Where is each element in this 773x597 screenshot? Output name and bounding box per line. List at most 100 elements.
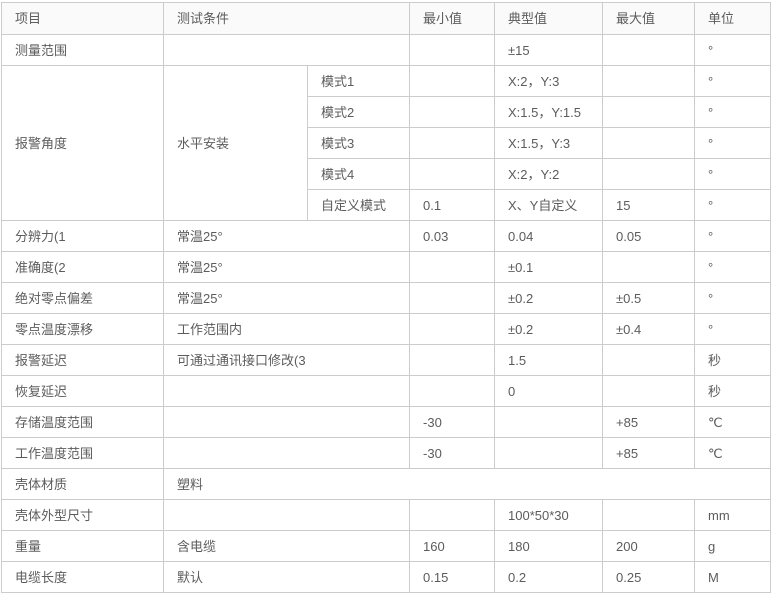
table-row: 报警角度 水平安装 模式1 X:2，Y:3 °	[1, 65, 772, 221]
table-cell: 塑料	[162, 468, 772, 500]
table-cell: °	[694, 251, 772, 283]
table-cell	[409, 96, 496, 128]
table-cell: 0.15	[409, 561, 496, 593]
column-header: 项目	[1, 2, 164, 35]
table-row: 报警延迟 可通过通讯接口修改(3 1.5 秒	[1, 344, 772, 376]
table-cell: 默认	[162, 561, 411, 593]
table-cell: X:2，Y:2	[494, 158, 604, 190]
item-cell: 自定义模式	[306, 189, 411, 221]
table-cell	[409, 282, 496, 314]
table-cell: °	[694, 220, 772, 252]
spec-table-head: 项目 测试条件 最小值 典型值 最大值 单位	[1, 2, 772, 35]
table-row: 分辨力(1 常温25° 0.03 0.04 0.05 °	[1, 220, 772, 252]
column-header: 最大值	[602, 2, 696, 35]
table-cell	[162, 406, 411, 438]
spec-table-body: 测量范围 ±15 ° 报警角度 水平安装 模式1 X:2，Y:3 ° 模式2 X:1.5，Y:1.…	[1, 34, 772, 593]
table-cell: 0.1	[409, 189, 496, 221]
table-cell: °	[694, 65, 772, 97]
table-cell	[602, 34, 696, 66]
column-header: 测试条件	[162, 2, 411, 35]
table-cell: °	[694, 158, 772, 190]
table-cell	[409, 34, 496, 66]
table-row: 壳体材质 塑料	[1, 468, 772, 500]
table-cell: +85	[602, 406, 696, 438]
item-cell: 电缆长度	[1, 561, 164, 593]
table-cell: 0.03	[409, 220, 496, 252]
table-cell: 15	[602, 189, 696, 221]
table-row: 恢复延迟 0 秒	[1, 375, 772, 407]
table-cell	[162, 437, 411, 469]
column-header: 单位	[694, 2, 772, 35]
table-cell	[602, 127, 696, 159]
table-cell: +85	[602, 437, 696, 469]
table-cell: 秒	[694, 375, 772, 407]
item-cell: 模式3	[306, 127, 411, 159]
table-row: 工作温度范围 -30 +85 ℃	[1, 437, 772, 469]
table-cell: 含电缆	[162, 530, 411, 562]
table-cell	[602, 499, 696, 531]
table-cell	[494, 437, 604, 469]
table-cell: M	[694, 561, 772, 593]
table-cell: °	[694, 189, 772, 221]
table-cell: 1.5	[494, 344, 604, 376]
table-cell: °	[694, 282, 772, 314]
table-cell: X:1.5，Y:3	[494, 127, 604, 159]
table-cell: 模式1	[306, 65, 411, 97]
table-row: 准确度(2 常温25° ±0.1 °	[1, 251, 772, 283]
table-cell	[602, 96, 696, 128]
item-cell: 模式2	[306, 96, 411, 128]
table-cell	[409, 499, 496, 531]
item-cell: 重量	[1, 530, 164, 562]
table-cell: 可通过通讯接口修改(3	[162, 344, 411, 376]
table-cell: 常温25°	[162, 282, 411, 314]
table-cell	[602, 158, 696, 190]
table-cell	[409, 375, 496, 407]
table-cell: 常温25°	[162, 251, 411, 283]
table-cell: 160	[409, 530, 496, 562]
table-row: 测量范围 ±15 °	[1, 34, 772, 66]
item-cell: 恢复延迟	[1, 375, 164, 407]
table-row: 存储温度范围 -30 +85 ℃	[1, 406, 772, 438]
table-cell: X:1.5，Y:1.5	[494, 96, 604, 128]
table-cell	[409, 158, 496, 190]
table-cell: ℃	[694, 406, 772, 438]
table-row: 绝对零点偏差 常温25° ±0.2 ±0.5 °	[1, 282, 772, 314]
table-cell	[602, 65, 696, 97]
table-row: 电缆长度 默认 0.15 0.2 0.25 M	[1, 561, 772, 593]
item-cell: 分辨力(1	[1, 220, 164, 252]
item-cell: 准确度(2	[1, 251, 164, 283]
table-cell: -30	[409, 406, 496, 438]
item-cell: 测量范围	[1, 34, 164, 66]
item-cell: 报警角度	[1, 65, 164, 221]
table-cell	[494, 406, 604, 438]
table-cell	[409, 313, 496, 345]
table-cell	[409, 65, 496, 97]
item-cell: 零点温度漂移	[1, 313, 164, 345]
table-row: 零点温度漂移 工作范围内 ±0.2 ±0.4 °	[1, 313, 772, 345]
column-header: 典型值	[494, 2, 604, 35]
table-cell	[409, 344, 496, 376]
table-cell: °	[694, 34, 772, 66]
table-cell: ±0.5	[602, 282, 696, 314]
item-cell: 壳体外型尺寸	[1, 499, 164, 531]
table-cell	[162, 499, 411, 531]
table-cell: 0.04	[494, 220, 604, 252]
table-cell: ±0.2	[494, 282, 604, 314]
table-row: 壳体外型尺寸 100*50*30 mm	[1, 499, 772, 531]
table-cell	[602, 344, 696, 376]
table-cell: °	[694, 96, 772, 128]
table-cell	[602, 375, 696, 407]
table-cell: ℃	[694, 437, 772, 469]
table-cell: X:2，Y:3	[494, 65, 604, 97]
item-cell: 工作温度范围	[1, 437, 164, 469]
table-cell	[409, 127, 496, 159]
table-cell: 0.25	[602, 561, 696, 593]
item-cell: 存储温度范围	[1, 406, 164, 438]
table-cell: 水平安装	[163, 65, 308, 221]
table-cell: °	[694, 127, 772, 159]
table-cell: 180	[494, 530, 604, 562]
item-cell: 绝对零点偏差	[1, 282, 164, 314]
table-cell: 0	[494, 375, 604, 407]
table-cell: 0.2	[494, 561, 604, 593]
